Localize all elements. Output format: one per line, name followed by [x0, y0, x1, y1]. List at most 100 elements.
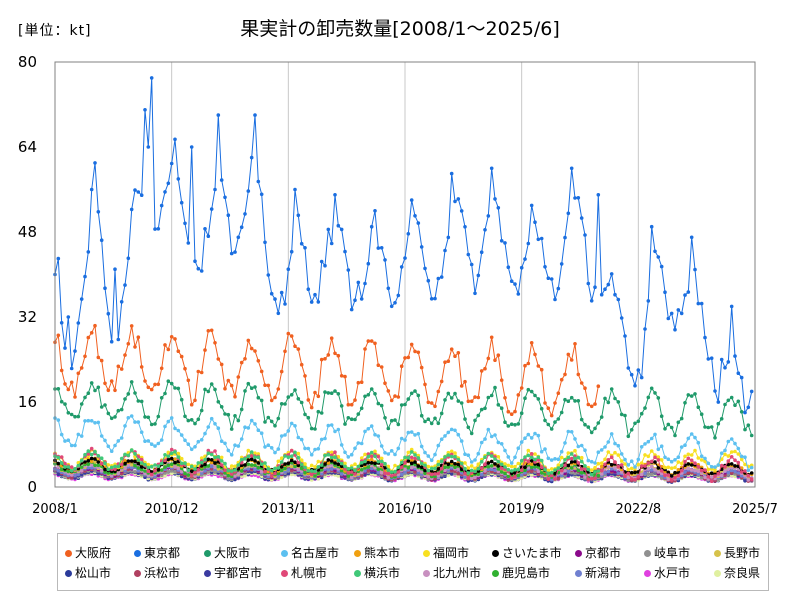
data-point: [186, 468, 191, 473]
data-point: [63, 346, 67, 350]
data-point: [273, 297, 277, 301]
data-point: [359, 460, 364, 465]
data-point: [469, 460, 474, 464]
data-point: [286, 429, 291, 433]
data-point: [399, 364, 404, 369]
data-point: [666, 316, 671, 321]
data-point: [73, 467, 77, 471]
data-point: [716, 463, 721, 467]
data-point: [426, 278, 431, 283]
data-point: [59, 321, 64, 325]
data-point: [79, 402, 84, 406]
data-point: [269, 468, 274, 473]
data-point: [519, 458, 524, 463]
data-point: [519, 472, 524, 477]
data-point: [643, 464, 647, 468]
data-point: [749, 389, 754, 394]
data-point: [169, 161, 174, 166]
data-point: [506, 467, 511, 472]
data-point: [406, 456, 411, 460]
data-point: [486, 461, 491, 465]
data-point: [336, 392, 341, 396]
data-point: [126, 453, 131, 458]
data-point: [549, 427, 554, 431]
data-point: [153, 382, 157, 387]
data-point: [246, 467, 251, 471]
data-point: [63, 382, 67, 386]
data-point: [423, 450, 427, 455]
data-point: [529, 462, 534, 466]
legend-label: 新潟市: [585, 566, 622, 580]
data-point: [666, 473, 671, 477]
data-point: [199, 269, 204, 273]
data-point: [506, 474, 511, 479]
data-point: [569, 460, 574, 464]
data-point: [186, 473, 191, 477]
data-point: [136, 458, 141, 462]
data-point: [739, 474, 744, 478]
data-point: [653, 391, 657, 395]
data-point: [663, 473, 667, 478]
data-point: [239, 407, 244, 412]
data-point: [719, 463, 724, 468]
data-point: [529, 455, 534, 460]
data-point: [586, 467, 591, 472]
data-point: [79, 297, 84, 301]
data-point: [109, 379, 114, 383]
data-point: [206, 457, 211, 462]
data-point: [103, 461, 107, 466]
legend-marker: [354, 570, 361, 577]
data-point: [376, 363, 381, 368]
data-point: [519, 386, 524, 390]
data-point: [526, 448, 531, 453]
data-point: [686, 436, 691, 441]
data-point: [363, 394, 367, 399]
data-point: [433, 472, 437, 476]
data-point: [513, 475, 517, 479]
data-point: [93, 161, 97, 165]
data-point: [193, 445, 197, 449]
data-point: [339, 443, 344, 447]
data-point: [403, 467, 407, 472]
data-point: [679, 445, 684, 449]
data-point: [346, 455, 351, 459]
data-point: [289, 468, 294, 473]
data-point: [726, 459, 731, 463]
series-大阪府: [53, 323, 601, 418]
data-point: [156, 464, 161, 469]
data-point: [116, 337, 121, 342]
data-point: [273, 423, 277, 428]
data-point: [216, 357, 221, 361]
data-point: [273, 466, 277, 471]
data-point: [443, 434, 447, 438]
legend-item: 鹿児島市: [492, 566, 550, 580]
data-point: [183, 438, 187, 443]
data-point: [513, 423, 517, 427]
legend-marker: [134, 550, 141, 557]
data-point: [616, 464, 621, 469]
data-point: [123, 461, 127, 466]
data-point: [199, 370, 204, 375]
data-point: [566, 473, 571, 477]
data-point: [493, 457, 497, 461]
data-point: [336, 223, 341, 228]
data-point: [83, 419, 87, 423]
data-point: [69, 465, 74, 469]
data-point: [263, 469, 267, 474]
data-point: [516, 422, 521, 426]
data-point: [729, 304, 734, 309]
data-point: [169, 469, 174, 473]
data-point: [449, 427, 454, 432]
data-point: [463, 225, 467, 229]
data-point: [336, 458, 341, 463]
data-point: [396, 422, 401, 427]
data-point: [349, 475, 354, 480]
data-point: [673, 458, 677, 462]
data-point: [526, 453, 531, 458]
data-point: [539, 458, 544, 463]
data-point: [219, 178, 224, 182]
data-point: [279, 465, 284, 469]
data-point: [599, 468, 604, 473]
data-point: [219, 405, 224, 409]
data-point: [586, 458, 591, 463]
